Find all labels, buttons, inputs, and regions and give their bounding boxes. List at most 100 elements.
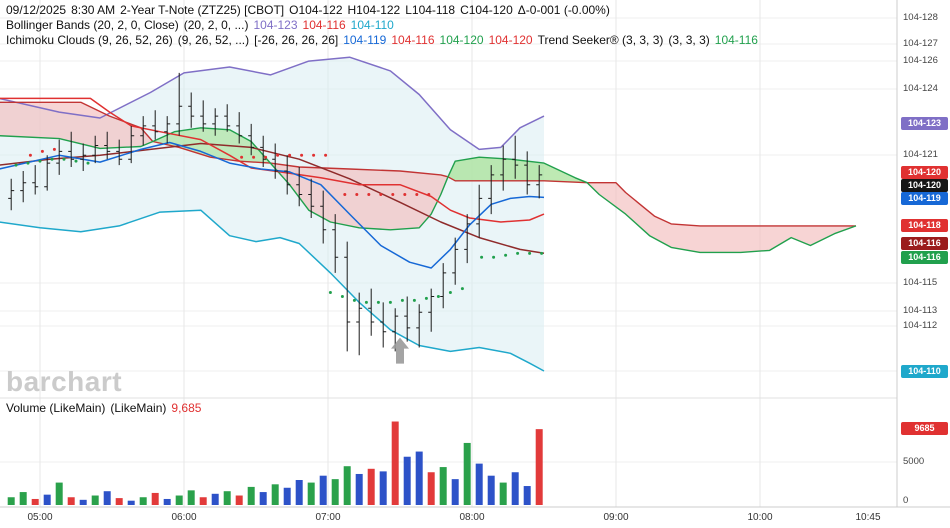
ichimoku-kijun-line: [0, 97, 545, 223]
trend-seeker-dots-red-mid: [403, 192, 407, 196]
trend-seeker-dots-red-mid: [379, 192, 383, 196]
volume-bar: [451, 479, 459, 505]
price-axis-label: 104-113: [903, 305, 938, 316]
time-axis-label: 10:00: [747, 512, 773, 523]
price-axis-label: 104-121: [903, 149, 938, 160]
trend-seeker-dots-green-right: [492, 255, 496, 259]
trend-seeker-dots-green-low: [400, 298, 404, 302]
trend-seeker-dots-red-left: [52, 147, 56, 151]
volume-bar: [19, 492, 27, 505]
price-badge: 104-120: [901, 178, 948, 192]
volume-legend: Volume (LikeMain) (LikeMain) 9,685: [6, 401, 206, 415]
price-axis-label: 104-124: [903, 83, 938, 94]
trend-seeker-dots-red-mid-upper: [324, 153, 328, 157]
trend-seeker-dots-red-mid: [367, 192, 371, 196]
legend-text: 104-116: [391, 33, 435, 47]
price-badge: 104-123: [901, 116, 948, 130]
trend-seeker-dots-red-mid-upper: [300, 153, 304, 157]
volume-bar: [31, 498, 39, 505]
ohlc-legend: 09/12/2025 8:30 AM 2-Year T-Note (ZTZ25) […: [6, 3, 615, 17]
time-axis-label: 05:00: [27, 512, 53, 523]
legend-text: 104-116: [714, 33, 758, 47]
trend-seeker-dots-green-left: [38, 159, 42, 163]
time-axis-label: 09:00: [603, 512, 629, 523]
volume-bar: [355, 473, 363, 505]
volume-bar: [115, 498, 123, 505]
trend-seeker-dots-red-mid-upper: [288, 153, 292, 157]
legend-text: (3, 3, 3): [668, 33, 710, 47]
trend-seeker-dots-green-left: [74, 159, 78, 163]
trend-seeker-dots-green-low: [436, 294, 440, 298]
legend-text: 104-123: [253, 18, 298, 32]
barchart-watermark: barchart: [6, 366, 123, 397]
trend-seeker-dots-green-low: [340, 294, 344, 298]
volume-bar: [223, 491, 231, 505]
legend-text: 9,685: [171, 401, 202, 415]
time-axis-label: 08:00: [459, 512, 485, 523]
volume-bar: [271, 484, 279, 505]
volume-bar: [295, 480, 303, 505]
volume-bar: [403, 456, 411, 505]
volume-bar: [79, 499, 87, 505]
price-badge: 104-118: [901, 218, 948, 232]
volume-bar: [55, 482, 63, 505]
volume-bar: [151, 492, 159, 505]
legend-text: 104-120: [439, 33, 484, 47]
legend-text: Δ-0-001 (-0.00%): [517, 3, 610, 17]
volume-bar: [259, 492, 267, 505]
trend-seeker-dots-green-right: [528, 251, 532, 255]
trend-seeker-dots-red-mid-upper: [312, 153, 316, 157]
ichimoku-cloud-right-green: [448, 157, 588, 183]
volume-bar: [391, 421, 399, 505]
trend-seeker-dots-green-right: [540, 251, 544, 255]
trend-seeker-dots-green-left: [26, 161, 30, 165]
price-badge: 104-120: [901, 165, 948, 179]
trend-seeker-dots-green-right: [480, 255, 484, 259]
volume-bar: [103, 491, 111, 505]
price-axis-label: 104-115: [903, 277, 938, 288]
price-axis-label: 5000: [903, 456, 925, 467]
legend-text: [-26, 26, 26, 26]: [254, 33, 339, 47]
legend-text: 104-116: [302, 18, 346, 32]
volume-bar: [247, 486, 255, 505]
volume-bar: [535, 429, 543, 505]
volume-bar: [307, 482, 315, 505]
price-axis-label: 104-127: [903, 38, 938, 49]
volume-bar: [91, 495, 99, 505]
trend-seeker-dots-red-left: [28, 153, 32, 157]
trend-seeker-dots-green-low: [352, 298, 356, 302]
volume-bar: [499, 482, 507, 505]
price-axis-label: 104-126: [903, 55, 938, 66]
trend-seeker-dots-red-mid-upper: [252, 155, 256, 159]
price-badge: 104-110: [901, 364, 948, 378]
volume-bar: [283, 487, 291, 505]
trend-seeker-dots-green-low: [424, 296, 428, 300]
volume-bar: [463, 442, 471, 505]
legend-text: (20, 2, 0, ...): [183, 18, 249, 32]
trend-seeker-dots-green-low: [364, 300, 368, 304]
price-badge: 104-119: [901, 191, 948, 205]
trend-seeker-dots-red-mid-upper: [264, 155, 268, 159]
volume-bar: [235, 495, 243, 505]
volume-bar: [475, 463, 483, 505]
trend-seeker-dots-green-low: [448, 291, 452, 295]
trend-seeker-dots-green-right: [504, 253, 508, 257]
legend-text: 2-Year T-Note (ZTZ25) [CBOT]: [120, 3, 285, 17]
volume-bar: [175, 495, 183, 505]
legend-text: Ichimoku Clouds (9, 26, 52, 26): [6, 33, 173, 47]
volume-bar: [43, 494, 51, 505]
volume-bar: [7, 497, 15, 505]
bollinger-upper-line: [0, 56, 545, 151]
volume-bar: [439, 467, 447, 505]
trend-seeker-dots-red-mid: [391, 192, 395, 196]
price-axis-label: 104-112: [903, 320, 938, 331]
volume-bar: [67, 497, 75, 505]
trend-seeker-dots-red-mid: [343, 192, 347, 196]
legend-text: Bollinger Bands (20, 2, 0, Close): [6, 18, 179, 32]
trend-seeker-dots-green-low: [388, 300, 392, 304]
trend-seeker-dots-green-low: [412, 298, 416, 302]
legend-text: Volume (LikeMain): [6, 401, 106, 415]
up-arrow-marker: [391, 337, 409, 364]
